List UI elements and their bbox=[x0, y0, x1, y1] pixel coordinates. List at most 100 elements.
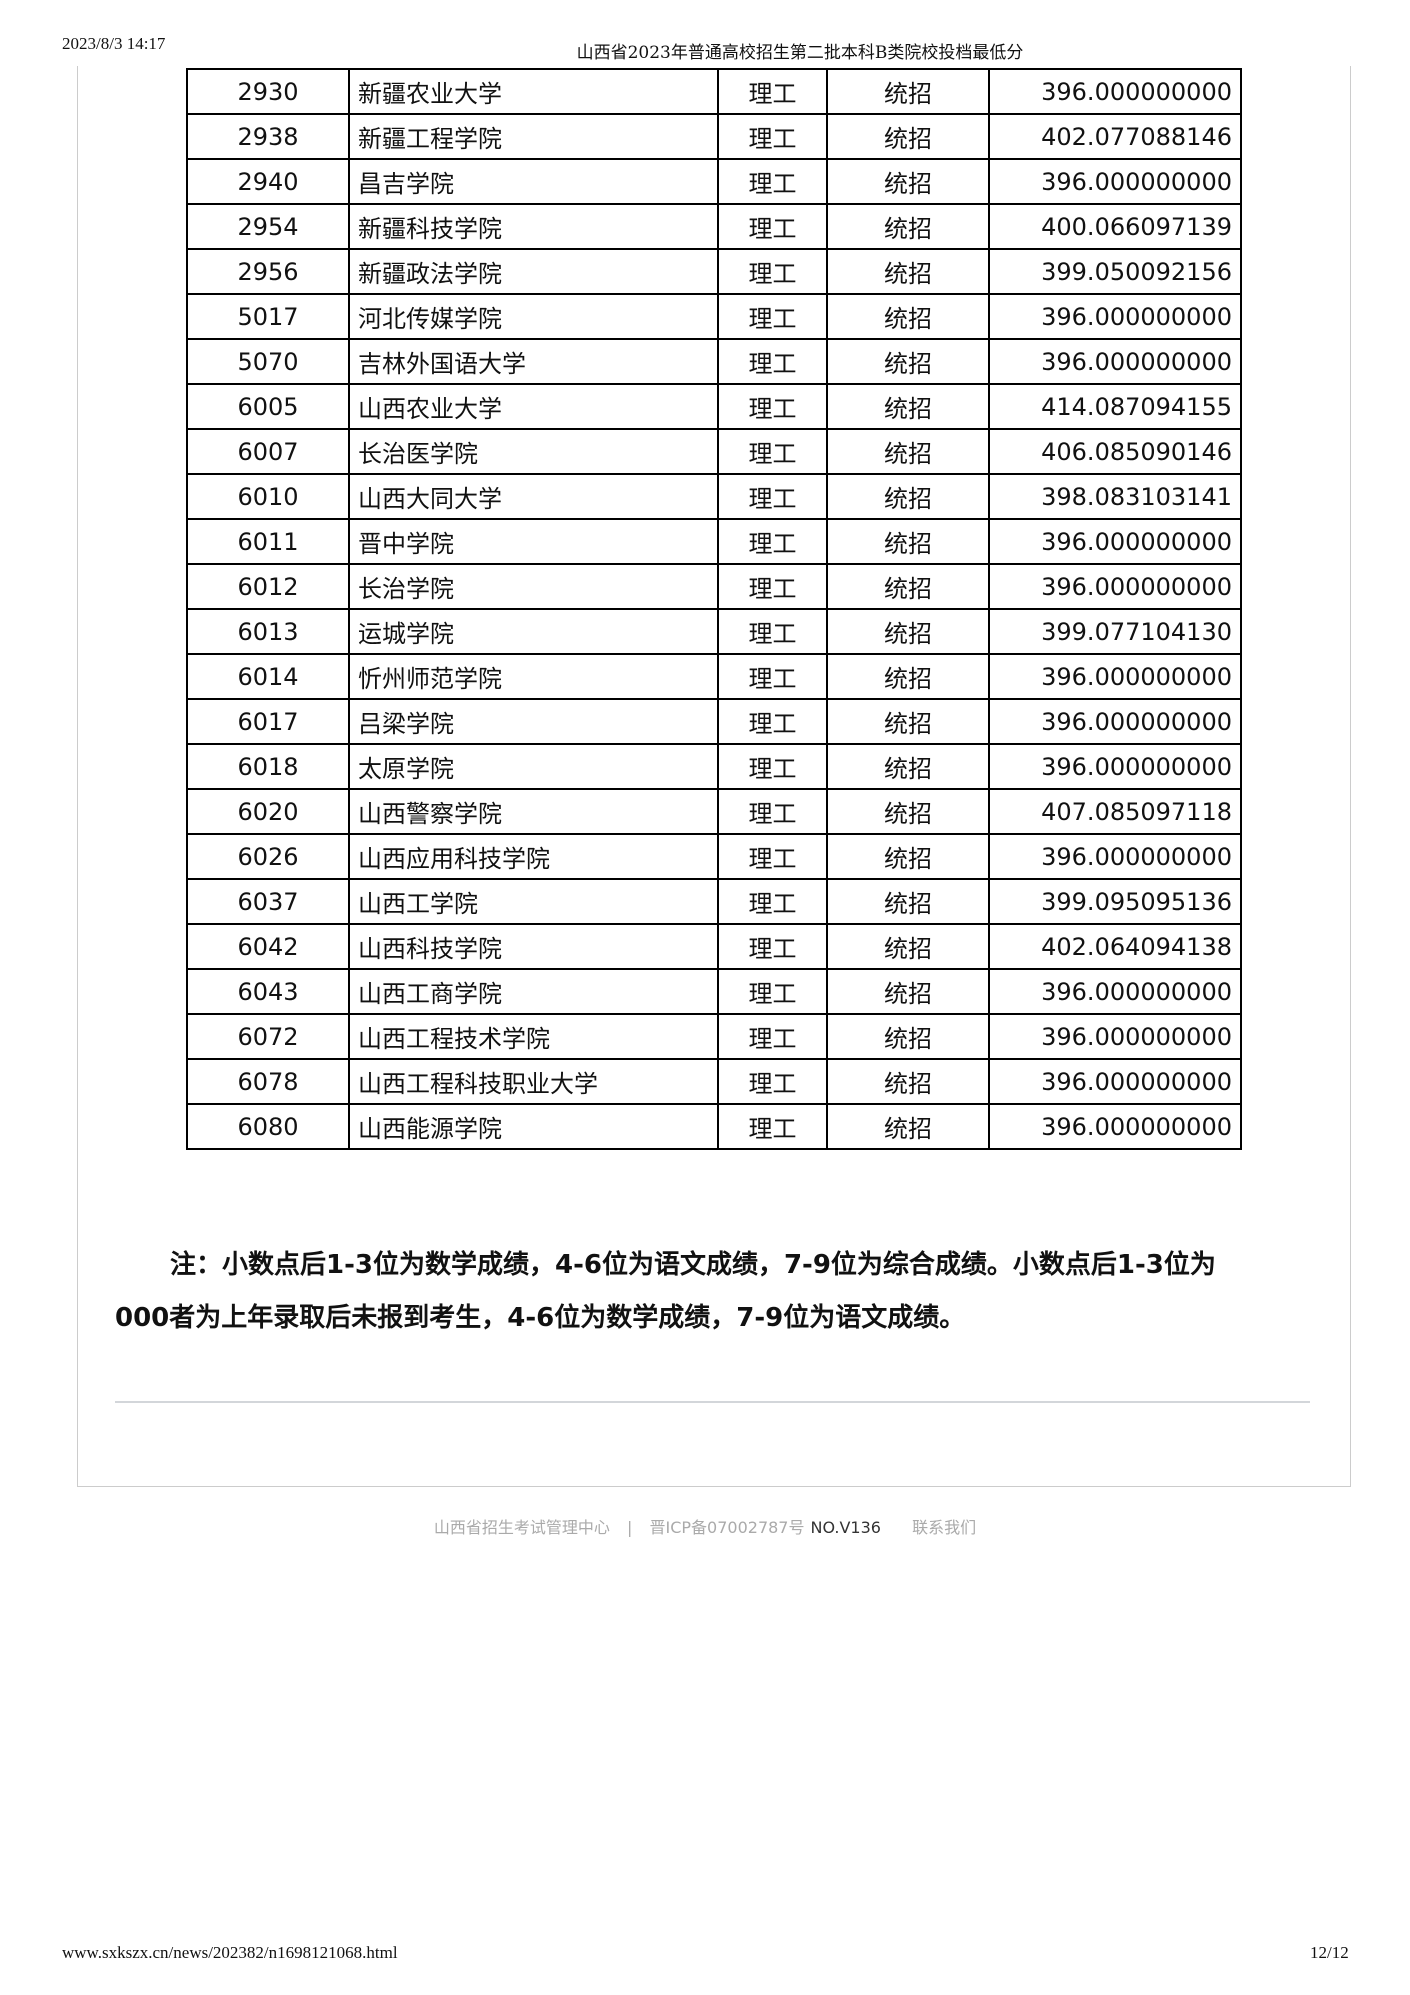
school-code-cell: 6037 bbox=[186, 878, 350, 925]
note-line-1: 注：小数点后1-3位为数学成绩，4-6位为语文成绩，7-9位为综合成绩。小数点后… bbox=[170, 1250, 1216, 1280]
footer-org-link[interactable]: 山西省招生考试管理中心 bbox=[433, 1518, 610, 1537]
enroll-type-cell: 统招 bbox=[826, 113, 990, 160]
enroll-type-cell: 统招 bbox=[826, 248, 990, 295]
category-cell: 理工 bbox=[717, 248, 828, 295]
min-score-cell: 396.000000000 bbox=[988, 338, 1242, 385]
school-name-cell: 长治医学院 bbox=[348, 428, 719, 475]
enroll-type-cell: 统招 bbox=[826, 968, 990, 1015]
enroll-type-cell: 统招 bbox=[826, 878, 990, 925]
footer-icp-link[interactable]: 晋ICP备07002787号 bbox=[649, 1518, 805, 1537]
school-code-cell: 5017 bbox=[186, 293, 350, 340]
table-row: 5070 吉林外国语大学 理工 统招 396.000000000 bbox=[186, 338, 1242, 385]
footer-contact-link[interactable]: 联系我们 bbox=[912, 1518, 977, 1537]
school-name-cell: 太原学院 bbox=[348, 743, 719, 790]
min-score-cell: 400.066097139 bbox=[988, 203, 1242, 250]
table-row: 6078 山西工程科技职业大学 理工 统招 396.000000000 bbox=[186, 1058, 1242, 1105]
category-cell: 理工 bbox=[717, 653, 828, 700]
school-name-cell: 忻州师范学院 bbox=[348, 653, 719, 700]
min-score-cell: 396.000000000 bbox=[988, 293, 1242, 340]
print-url: www.sxkszx.cn/news/202382/n1698121068.ht… bbox=[62, 1943, 398, 1962]
print-date: 2023/8/3 14:17 bbox=[62, 34, 166, 53]
category-cell: 理工 bbox=[717, 968, 828, 1015]
enroll-type-cell: 统招 bbox=[826, 653, 990, 700]
school-name-cell: 吕梁学院 bbox=[348, 698, 719, 745]
min-score-cell: 414.087094155 bbox=[988, 383, 1242, 430]
category-cell: 理工 bbox=[717, 68, 828, 115]
table-row: 6042 山西科技学院 理工 统招 402.064094138 bbox=[186, 923, 1242, 970]
school-name-cell: 山西农业大学 bbox=[348, 383, 719, 430]
min-score-cell: 396.000000000 bbox=[988, 1058, 1242, 1105]
school-name-cell: 长治学院 bbox=[348, 563, 719, 610]
category-cell: 理工 bbox=[717, 383, 828, 430]
category-cell: 理工 bbox=[717, 113, 828, 160]
school-code-cell: 6042 bbox=[186, 923, 350, 970]
print-title: 山西省2023年普通高校招生第二批本科B类院校投档最低分 bbox=[576, 43, 1024, 63]
category-cell: 理工 bbox=[717, 158, 828, 205]
table-row: 6014 忻州师范学院 理工 统招 396.000000000 bbox=[186, 653, 1242, 700]
min-score-cell: 396.000000000 bbox=[988, 698, 1242, 745]
table-row: 6007 长治医学院 理工 统招 406.085090146 bbox=[186, 428, 1242, 475]
school-code-cell: 6043 bbox=[186, 968, 350, 1015]
category-cell: 理工 bbox=[717, 428, 828, 475]
category-cell: 理工 bbox=[717, 878, 828, 925]
school-code-cell: 6005 bbox=[186, 383, 350, 430]
enroll-type-cell: 统招 bbox=[826, 698, 990, 745]
category-cell: 理工 bbox=[717, 698, 828, 745]
min-score-cell: 399.050092156 bbox=[988, 248, 1242, 295]
footer-separator: | bbox=[627, 1518, 633, 1537]
table-row: 6011 晋中学院 理工 统招 396.000000000 bbox=[186, 518, 1242, 565]
school-code-cell: 5070 bbox=[186, 338, 350, 385]
category-cell: 理工 bbox=[717, 788, 828, 835]
table-row: 6018 太原学院 理工 统招 396.000000000 bbox=[186, 743, 1242, 790]
category-cell: 理工 bbox=[717, 608, 828, 655]
school-name-cell: 山西大同大学 bbox=[348, 473, 719, 520]
enroll-type-cell: 统招 bbox=[826, 383, 990, 430]
school-name-cell: 山西工商学院 bbox=[348, 968, 719, 1015]
table-row: 6013 运城学院 理工 统招 399.077104130 bbox=[186, 608, 1242, 655]
school-name-cell: 河北传媒学院 bbox=[348, 293, 719, 340]
category-cell: 理工 bbox=[717, 338, 828, 385]
min-score-cell: 396.000000000 bbox=[988, 518, 1242, 565]
school-name-cell: 昌吉学院 bbox=[348, 158, 719, 205]
table-row: 6017 吕梁学院 理工 统招 396.000000000 bbox=[186, 698, 1242, 745]
school-code-cell: 6012 bbox=[186, 563, 350, 610]
min-score-cell: 402.077088146 bbox=[988, 113, 1242, 160]
school-code-cell: 6014 bbox=[186, 653, 350, 700]
school-code-cell: 6011 bbox=[186, 518, 350, 565]
min-score-cell: 399.095095136 bbox=[988, 878, 1242, 925]
school-name-cell: 山西工程科技职业大学 bbox=[348, 1058, 719, 1105]
school-code-cell: 6072 bbox=[186, 1013, 350, 1060]
category-cell: 理工 bbox=[717, 203, 828, 250]
min-score-cell: 396.000000000 bbox=[988, 968, 1242, 1015]
table-row: 6072 山西工程技术学院 理工 统招 396.000000000 bbox=[186, 1013, 1242, 1060]
enroll-type-cell: 统招 bbox=[826, 68, 990, 115]
enroll-type-cell: 统招 bbox=[826, 563, 990, 610]
category-cell: 理工 bbox=[717, 563, 828, 610]
school-name-cell: 吉林外国语大学 bbox=[348, 338, 719, 385]
school-name-cell: 运城学院 bbox=[348, 608, 719, 655]
enroll-type-cell: 统招 bbox=[826, 608, 990, 655]
school-code-cell: 2940 bbox=[186, 158, 350, 205]
enroll-type-cell: 统招 bbox=[826, 518, 990, 565]
school-code-cell: 6017 bbox=[186, 698, 350, 745]
school-name-cell: 新疆科技学院 bbox=[348, 203, 719, 250]
school-code-cell: 6026 bbox=[186, 833, 350, 880]
school-name-cell: 新疆农业大学 bbox=[348, 68, 719, 115]
school-code-cell: 6078 bbox=[186, 1058, 350, 1105]
min-score-cell: 399.077104130 bbox=[988, 608, 1242, 655]
table-row: 2940 昌吉学院 理工 统招 396.000000000 bbox=[186, 158, 1242, 205]
school-code-cell: 6020 bbox=[186, 788, 350, 835]
table-row: 2930 新疆农业大学 理工 统招 396.000000000 bbox=[186, 68, 1242, 115]
school-name-cell: 山西能源学院 bbox=[348, 1103, 719, 1150]
content-frame bbox=[77, 66, 1351, 1487]
school-code-cell: 2954 bbox=[186, 203, 350, 250]
category-cell: 理工 bbox=[717, 1103, 828, 1150]
table-row: 6080 山西能源学院 理工 统招 396.000000000 bbox=[186, 1103, 1242, 1150]
school-name-cell: 山西警察学院 bbox=[348, 788, 719, 835]
table-row: 6020 山西警察学院 理工 统招 407.085097118 bbox=[186, 788, 1242, 835]
school-name-cell: 晋中学院 bbox=[348, 518, 719, 565]
min-score-cell: 407.085097118 bbox=[988, 788, 1242, 835]
category-cell: 理工 bbox=[717, 743, 828, 790]
enroll-type-cell: 统招 bbox=[826, 1013, 990, 1060]
min-score-cell: 396.000000000 bbox=[988, 653, 1242, 700]
